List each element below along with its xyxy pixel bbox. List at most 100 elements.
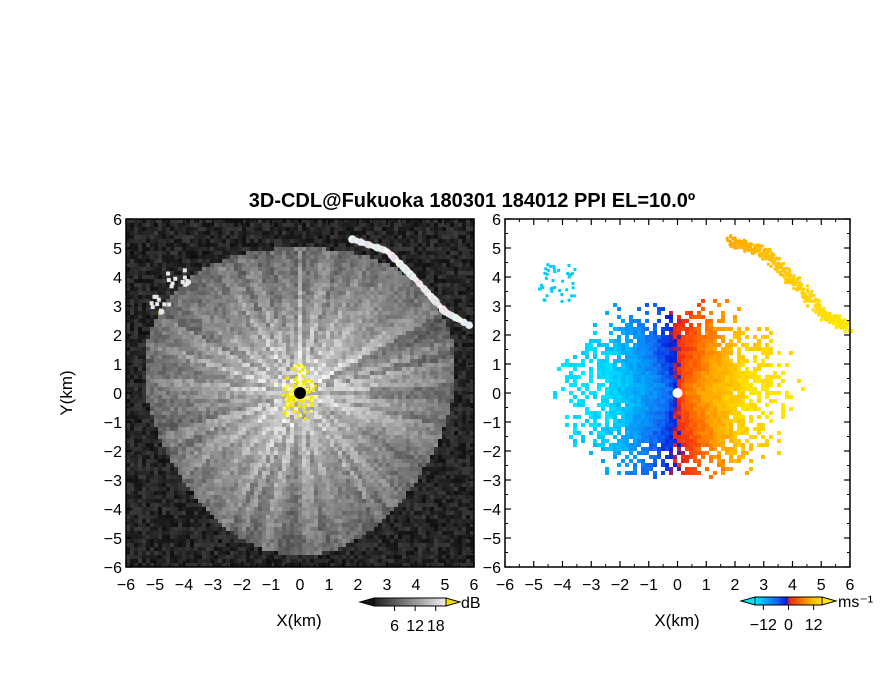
reflectivity-cell xyxy=(234,247,238,251)
reflectivity-cell xyxy=(218,419,222,423)
reflectivity-cell xyxy=(274,379,278,383)
reflectivity-cell xyxy=(262,387,266,391)
reflectivity-cell xyxy=(154,259,158,263)
reflectivity-cell xyxy=(442,351,446,355)
reflectivity-cell xyxy=(338,251,342,255)
reflectivity-cell xyxy=(326,423,330,427)
reflectivity-cell xyxy=(218,259,222,263)
reflectivity-cell xyxy=(246,263,250,267)
reflectivity-cell xyxy=(314,311,318,315)
reflectivity-cell xyxy=(470,379,474,383)
reflectivity-cell xyxy=(322,235,326,239)
reflectivity-cell xyxy=(222,235,226,239)
reflectivity-cell xyxy=(314,319,318,323)
reflectivity-cell xyxy=(218,323,222,327)
reflectivity-cell xyxy=(414,427,418,431)
reflectivity-cell xyxy=(302,311,306,315)
reflectivity-cell xyxy=(182,295,186,299)
reflectivity-cell xyxy=(438,331,442,335)
reflectivity-cell xyxy=(262,227,266,231)
reflectivity-cell xyxy=(362,427,366,431)
reflectivity-cell xyxy=(402,379,406,383)
reflectivity-cell xyxy=(418,303,422,307)
reflectivity-cell xyxy=(226,443,230,447)
reflectivity-cell xyxy=(470,355,474,359)
reflectivity-cell xyxy=(362,227,366,231)
reflectivity-cell xyxy=(234,275,238,279)
reflectivity-cell xyxy=(422,331,426,335)
reflectivity-cell xyxy=(358,311,362,315)
reflectivity-cell xyxy=(290,355,294,359)
reflectivity-cell xyxy=(198,335,202,339)
reflectivity-cell xyxy=(430,335,434,339)
reflectivity-cell xyxy=(178,291,182,295)
reflectivity-cell xyxy=(262,235,266,239)
reflectivity-cell xyxy=(162,247,166,251)
reflectivity-cell xyxy=(238,319,242,323)
reflectivity-cell xyxy=(362,399,366,403)
reflectivity-cell xyxy=(366,303,370,307)
reflectivity-cell xyxy=(318,247,322,251)
reflectivity-cell xyxy=(418,291,422,295)
reflectivity-cell xyxy=(170,219,174,223)
reflectivity-cell xyxy=(174,375,178,379)
reflectivity-cell xyxy=(422,327,426,331)
reflectivity-cell xyxy=(286,287,290,291)
reflectivity-cell xyxy=(458,359,462,363)
reflectivity-cell xyxy=(378,303,382,307)
reflectivity-cell xyxy=(142,275,146,279)
reflectivity-cell xyxy=(450,423,454,427)
reflectivity-cell xyxy=(450,319,454,323)
reflectivity-cell xyxy=(458,379,462,383)
reflectivity-cell xyxy=(150,219,154,223)
reflectivity-cell xyxy=(326,411,330,415)
reflectivity-cell xyxy=(374,311,378,315)
reflectivity-cell xyxy=(130,299,134,303)
reflectivity-cell xyxy=(350,227,354,231)
reflectivity-cell xyxy=(146,299,150,303)
reflectivity-cell xyxy=(206,379,210,383)
reflectivity-cell xyxy=(286,303,290,307)
reflectivity-cell xyxy=(290,383,294,387)
reflectivity-cell xyxy=(362,387,366,391)
reflectivity-cell xyxy=(302,219,306,223)
reflectivity-cell xyxy=(390,343,394,347)
reflectivity-cell xyxy=(394,439,398,443)
reflectivity-cell xyxy=(370,363,374,367)
reflectivity-cell xyxy=(450,347,454,351)
reflectivity-cell xyxy=(202,307,206,311)
reflectivity-cell xyxy=(318,391,322,395)
reflectivity-cell xyxy=(426,279,430,283)
reflectivity-cell xyxy=(242,271,246,275)
reflectivity-cell xyxy=(266,407,270,411)
reflectivity-cell xyxy=(190,279,194,283)
reflectivity-cell xyxy=(354,287,358,291)
reflectivity-cell xyxy=(250,307,254,311)
reflectivity-cell xyxy=(450,395,454,399)
reflectivity-cell xyxy=(206,447,210,451)
reflectivity-cell xyxy=(390,323,394,327)
reflectivity-cell xyxy=(170,263,174,267)
reflectivity-cell xyxy=(442,407,446,411)
reflectivity-cell xyxy=(370,343,374,347)
reflectivity-cell xyxy=(438,387,442,391)
reflectivity-cell xyxy=(342,251,346,255)
reflectivity-cell xyxy=(350,255,354,259)
reflectivity-cell xyxy=(238,235,242,239)
reflectivity-cell xyxy=(430,243,434,247)
reflectivity-cell xyxy=(234,367,238,371)
reflectivity-cell xyxy=(210,383,214,387)
reflectivity-cell xyxy=(358,227,362,231)
reflectivity-cell xyxy=(442,323,446,327)
reflectivity-cell xyxy=(142,439,146,443)
reflectivity-cell xyxy=(326,219,330,223)
reflectivity-cell xyxy=(222,319,226,323)
reflectivity-cell xyxy=(162,275,166,279)
reflectivity-cell xyxy=(442,231,446,235)
reflectivity-cell xyxy=(290,231,294,235)
reflectivity-cell xyxy=(202,231,206,235)
reflectivity-cell xyxy=(306,339,310,343)
reflectivity-cell xyxy=(346,403,350,407)
reflectivity-cell xyxy=(190,287,194,291)
reflectivity-cell xyxy=(234,291,238,295)
